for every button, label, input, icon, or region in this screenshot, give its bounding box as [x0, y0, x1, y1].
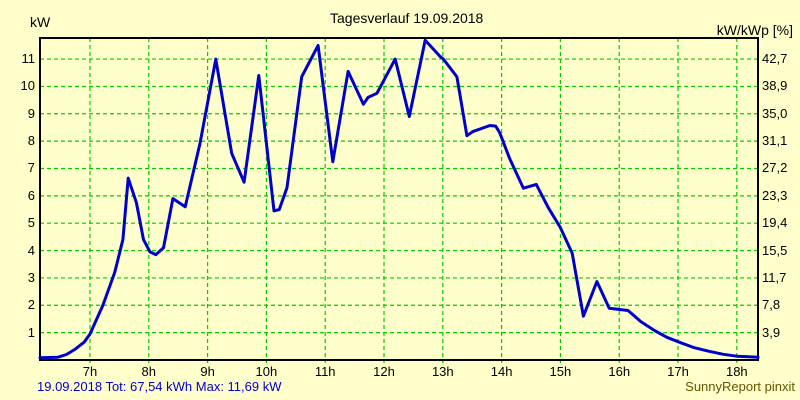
y-axis-right-tick-label: 35,0 — [762, 105, 788, 121]
chart-title: Tagesverlauf 19.09.2018 — [330, 10, 484, 26]
x-axis-tick-label: 7h — [82, 364, 98, 379]
y-axis-left-tick-label: 7 — [27, 160, 35, 176]
y-axis-right-tick-label: 38,9 — [762, 78, 788, 94]
x-axis-tick-label: 14h — [490, 364, 513, 379]
power-curve — [38, 38, 760, 360]
daily-summary-text: 19.09.2018 Tot: 67,54 kWh Max: 11,69 kW — [37, 379, 282, 394]
x-axis-tick-label: 15h — [549, 364, 572, 379]
y-axis-right-tick-label: 27,2 — [762, 160, 788, 176]
y-axis-right-tick-label: 7,8 — [762, 297, 781, 313]
x-axis-tick-label: 11h — [314, 364, 336, 379]
x-axis-tick-label: 10h — [255, 364, 278, 379]
x-axis-tick-label: 8h — [141, 364, 157, 379]
right-axis-unit-label: kW/kWp [%] — [716, 22, 793, 38]
x-axis-tick-label: 9h — [200, 364, 215, 379]
left-axis-unit-label: kW — [30, 14, 51, 30]
x-axis-tick-label: 12h — [373, 364, 395, 379]
y-axis-left-tick-label: 4 — [27, 242, 35, 258]
y-axis-right-tick-label: 42,7 — [762, 51, 788, 67]
y-axis-right-tick-label: 23,3 — [762, 187, 788, 203]
y-axis-left-tick-label: 10 — [20, 78, 35, 94]
y-axis-left-tick-label: 5 — [27, 215, 35, 231]
x-axis-tick-label: 17h — [667, 364, 689, 379]
app-credit-text: SunnyReport pinxit — [685, 379, 795, 394]
y-axis-right-tick-label: 31,1 — [762, 133, 788, 149]
y-axis-left-tick-label: 3 — [27, 269, 35, 285]
plot-border — [39, 37, 759, 361]
x-axis-tick-label: 13h — [431, 364, 454, 379]
x-axis-tick-label: 16h — [608, 364, 631, 379]
x-axis-tick-label: 18h — [725, 364, 748, 379]
y-axis-left-tick-label: 9 — [27, 105, 35, 121]
y-axis-left-tick-label: 11 — [21, 51, 36, 67]
y-axis-right-tick-label: 3,9 — [762, 324, 781, 340]
y-axis-right-tick-label: 19,4 — [762, 215, 788, 231]
y-axis-left-tick-label: 1 — [27, 324, 35, 340]
y-axis-left-tick-label: 8 — [27, 133, 35, 149]
y-axis-right-tick-label: 15,5 — [762, 242, 788, 258]
y-axis-left-tick-label: 2 — [27, 297, 35, 313]
y-axis-left-tick-label: 6 — [27, 187, 35, 203]
y-axis-right-tick-label: 11,7 — [762, 269, 787, 285]
